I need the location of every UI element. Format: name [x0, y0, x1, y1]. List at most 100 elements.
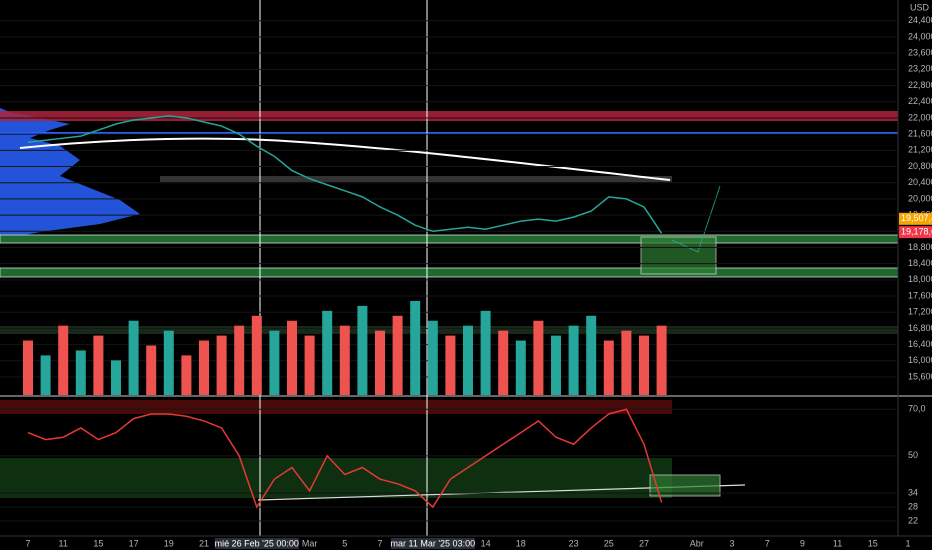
- y-tick-label: 17,200,0: [908, 307, 932, 317]
- volume-bar: [146, 345, 157, 395]
- volume-bar: [533, 320, 544, 395]
- volume-bar: [287, 320, 297, 395]
- projection: [671, 185, 721, 253]
- volume-bar: [586, 315, 597, 395]
- x-tick-label: 7: [765, 538, 770, 548]
- volume-bar: [216, 335, 227, 395]
- x-tick-label: 21: [199, 538, 209, 548]
- volume-bar: [656, 325, 667, 395]
- volume-bar: [375, 330, 385, 395]
- volume-bar: [410, 300, 421, 395]
- volume-bar: [40, 355, 51, 395]
- y-tick-label: 18,400,0: [908, 258, 932, 268]
- x-tick-label: 7: [377, 538, 382, 548]
- x-tick-label: 25: [604, 538, 614, 548]
- volume-bar: [128, 320, 139, 395]
- volume-bar: [603, 340, 614, 395]
- x-tick-label: 11: [59, 538, 68, 548]
- volume-bar: [269, 330, 280, 395]
- price-label: 19,178,6: [901, 227, 932, 237]
- y-tick-label: 18,000,0: [908, 274, 932, 284]
- y-tick-label: 24,400,0: [908, 15, 932, 25]
- x-tick-label: 7: [25, 538, 30, 548]
- volume-bar: [515, 340, 526, 395]
- x-tick-label: 17: [129, 538, 139, 548]
- volume-bar: [93, 335, 104, 395]
- y-tick-label: 21,600,0: [908, 129, 932, 139]
- volume-bar: [463, 325, 473, 395]
- y-tick-label: 21,200,0: [908, 145, 932, 155]
- x-tick-label: 15: [93, 538, 103, 548]
- moving-average: [19, 137, 671, 181]
- x-tick-label: 11: [833, 538, 842, 548]
- y-tick-label: 22,400,0: [908, 96, 932, 106]
- support-zone: [0, 234, 899, 244]
- x-tick-label: 3: [729, 538, 734, 548]
- x-tick-label: 14: [481, 538, 491, 548]
- volume-bar: [304, 335, 315, 395]
- y-tick-label: 16,400,0: [908, 339, 932, 349]
- x-tick-label: 27: [639, 538, 649, 548]
- y-tick-label: 20,800,0: [908, 161, 932, 171]
- y-tick-label: 18,800,0: [908, 242, 932, 252]
- time-tag: [214, 538, 299, 549]
- y-tick-label: 17,600,0: [908, 290, 932, 300]
- osc-band: [0, 458, 672, 498]
- volume-bar: [58, 325, 69, 395]
- volume-zone: [0, 326, 898, 334]
- volume-bar: [480, 310, 491, 395]
- x-tick-label: mar 11 Mar '25 03:00: [390, 538, 475, 548]
- x-tick-label: 1: [905, 538, 910, 548]
- volume-bar: [251, 315, 262, 395]
- y-tick-label: 50: [908, 450, 918, 460]
- x-tick-label: 5: [342, 538, 347, 548]
- x-tick-label: 9: [800, 538, 805, 548]
- volume-bar: [163, 330, 174, 395]
- volume-bar: [498, 330, 509, 395]
- volume-bar: [427, 320, 438, 395]
- volume-bar: [111, 360, 121, 395]
- y-tick-label: 20,000,0: [908, 193, 932, 203]
- target-box: [640, 236, 717, 275]
- x-tick-label: 18: [516, 538, 526, 548]
- x-tick-label: 15: [868, 538, 878, 548]
- volume-bar: [568, 325, 579, 395]
- y-tick-label: 16,800,0: [908, 323, 932, 333]
- x-tick-label: 19: [164, 538, 174, 548]
- volume-bar: [23, 340, 33, 395]
- price-tag: [899, 226, 932, 239]
- volume-bar: [339, 325, 350, 395]
- x-tick-label: Mar: [302, 538, 318, 548]
- y-tick-label: 20,400,0: [908, 177, 932, 187]
- y-tick-label: 22,800,0: [908, 80, 932, 90]
- price-label: 19,507,4: [901, 213, 932, 223]
- y-tick-label: 28: [908, 501, 918, 511]
- y-tick-label: 24,000,0: [908, 31, 932, 41]
- y-tick-label: 15,600,0: [908, 371, 932, 381]
- volume-bar: [445, 335, 456, 395]
- target-box: [649, 474, 721, 497]
- price-tag: [899, 212, 932, 225]
- x-tick-label: 23: [569, 538, 579, 548]
- volume-bar: [357, 305, 368, 395]
- y-tick-label: 70,0: [908, 404, 926, 414]
- volume-bar: [234, 325, 245, 395]
- y-tick-label: 16,000,0: [908, 355, 932, 365]
- x-tick-label: Abr: [690, 538, 704, 548]
- time-tag: [390, 538, 475, 549]
- volume-bar: [199, 340, 209, 395]
- x-tick-label: mié 26 Feb '25 00:00: [215, 538, 299, 548]
- volume-bar: [322, 310, 333, 395]
- volume-bar: [551, 335, 561, 395]
- y-tick-label: 23,200,0: [908, 64, 932, 74]
- volume-bar: [392, 315, 403, 395]
- currency: USD: [910, 2, 930, 12]
- y-tick-label: 23,600,0: [908, 48, 932, 58]
- resistance-zone: [0, 111, 898, 121]
- y-tick-label: 22,000,0: [908, 112, 932, 122]
- y-tick-label: 34: [908, 487, 918, 497]
- series-line: [27, 115, 663, 234]
- series-line: [27, 408, 663, 509]
